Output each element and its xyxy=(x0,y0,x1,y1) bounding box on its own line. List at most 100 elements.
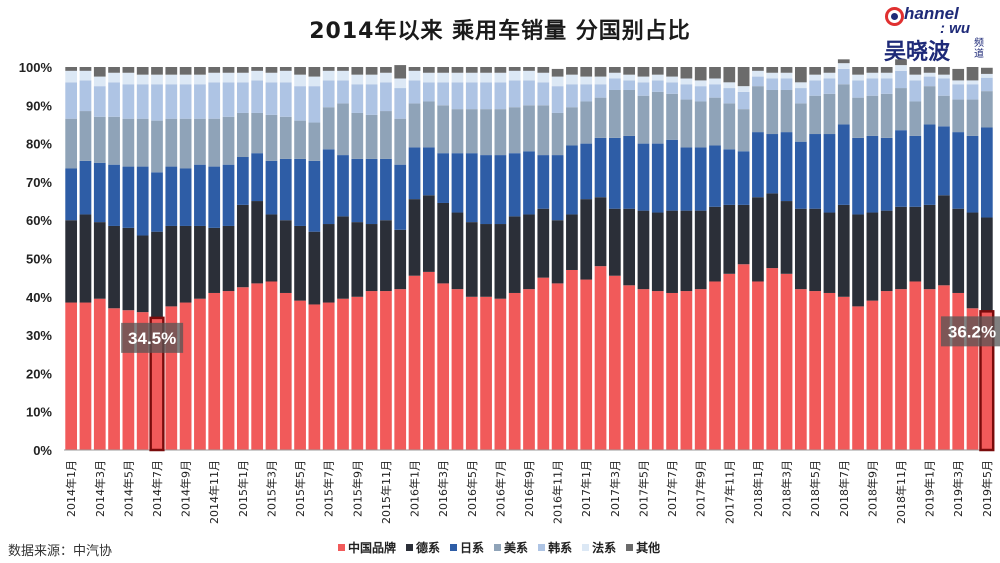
bar-segment xyxy=(437,82,450,106)
bar-segment xyxy=(480,72,492,83)
bar-segment xyxy=(637,82,650,96)
bar-segment xyxy=(551,76,564,87)
bar-segment xyxy=(566,74,578,85)
bar-segment xyxy=(666,93,678,140)
bar-segment xyxy=(194,225,206,299)
bar-segment xyxy=(322,302,335,450)
bar-segment xyxy=(651,291,664,450)
bar-segment xyxy=(208,118,221,167)
bar-segment xyxy=(136,67,149,75)
channel-wu-logo: hannel : wu 吴晓波 频道 xyxy=(882,4,998,65)
bar-segment xyxy=(523,151,535,215)
bar-segment xyxy=(895,88,907,131)
bar-segment xyxy=(79,111,92,161)
bar-segment xyxy=(365,224,378,292)
bar-segment xyxy=(752,281,764,450)
bar-segment xyxy=(494,109,507,156)
bar-segment xyxy=(122,310,135,450)
bar-segment xyxy=(608,89,621,138)
highlight-label: 34.5% xyxy=(128,329,176,348)
bar-segment xyxy=(594,137,607,198)
x-tick-label: 2014年11月 xyxy=(207,460,221,524)
bar-segment xyxy=(537,67,550,73)
bar-segment xyxy=(523,289,535,450)
bar-segment xyxy=(265,114,278,161)
bar-segment xyxy=(365,84,378,115)
bar-segment xyxy=(65,302,78,450)
bar-segment xyxy=(451,153,464,213)
bar-segment xyxy=(408,80,421,104)
bar-segment xyxy=(866,135,879,213)
bar-segment xyxy=(794,103,807,142)
bar-segment xyxy=(494,298,507,450)
bar-segment xyxy=(823,67,836,73)
bar-segment xyxy=(523,214,535,290)
bar-segment xyxy=(594,67,607,77)
bar-segment xyxy=(523,105,535,152)
bar-segment xyxy=(108,225,120,309)
bar-segment xyxy=(852,306,864,451)
bar-segment xyxy=(594,84,607,98)
y-tick-label: 50% xyxy=(26,252,52,267)
bar-segment xyxy=(623,67,636,75)
x-tick-label: 2014年7月 xyxy=(150,460,164,517)
bar-segment xyxy=(108,116,120,165)
bar-segment xyxy=(451,212,464,290)
x-tick-label: 2018年7月 xyxy=(837,460,851,517)
bar-segment xyxy=(895,70,907,89)
bar-segment xyxy=(580,279,593,450)
bar-segment xyxy=(809,80,822,96)
bar-segment xyxy=(179,67,192,75)
bar-segment xyxy=(866,67,879,73)
bar-segment xyxy=(508,107,521,154)
bar-segment xyxy=(394,118,407,165)
bar-segment xyxy=(322,70,335,81)
bar-segment xyxy=(980,67,993,74)
bar-segment xyxy=(537,72,550,83)
x-tick-label: 2017年9月 xyxy=(694,460,708,517)
bar-segment xyxy=(623,285,636,450)
bar-segment xyxy=(422,271,435,450)
bar-segment xyxy=(938,126,950,196)
bar-segment xyxy=(380,72,392,83)
bar-segment xyxy=(580,143,593,200)
bar-segment xyxy=(837,84,850,125)
bar-segment xyxy=(236,82,249,113)
bar-segment xyxy=(637,210,650,290)
bar-segment xyxy=(938,95,950,127)
bar-segment xyxy=(208,227,221,293)
bar-segment xyxy=(923,72,936,77)
bar-segment xyxy=(194,74,206,85)
bar-segment xyxy=(251,283,264,450)
bar-segment xyxy=(208,67,221,73)
bar-segment xyxy=(337,103,349,156)
bar-segment xyxy=(65,67,78,71)
x-tick-label: 2017年3月 xyxy=(608,460,622,517)
bar-segment xyxy=(680,291,693,450)
bar-segment xyxy=(93,116,106,163)
bar-segment xyxy=(780,67,793,73)
bar-segment xyxy=(780,132,793,202)
bar-segment xyxy=(93,76,106,87)
x-tick-label: 2015年7月 xyxy=(322,460,336,517)
y-tick-label: 40% xyxy=(26,290,52,305)
bar-segment xyxy=(179,168,192,226)
bar-segment xyxy=(651,74,664,81)
bar-segment xyxy=(837,59,850,64)
bar-segment xyxy=(651,91,664,144)
bar-segment xyxy=(766,89,779,135)
bar-segment xyxy=(236,72,249,83)
legend-item: 日系 xyxy=(450,539,484,556)
legend-swatch xyxy=(450,544,458,551)
bar-segment xyxy=(422,67,435,73)
bar-segment xyxy=(93,298,106,450)
bar-segment xyxy=(351,158,364,223)
bar-segment xyxy=(694,147,707,211)
legend-item: 法系 xyxy=(582,539,616,556)
legend-item: 德系 xyxy=(406,539,440,556)
bar-segment xyxy=(752,76,764,87)
bar-segment xyxy=(752,132,764,198)
bar-segment xyxy=(852,74,864,81)
bar-segment xyxy=(251,70,264,81)
